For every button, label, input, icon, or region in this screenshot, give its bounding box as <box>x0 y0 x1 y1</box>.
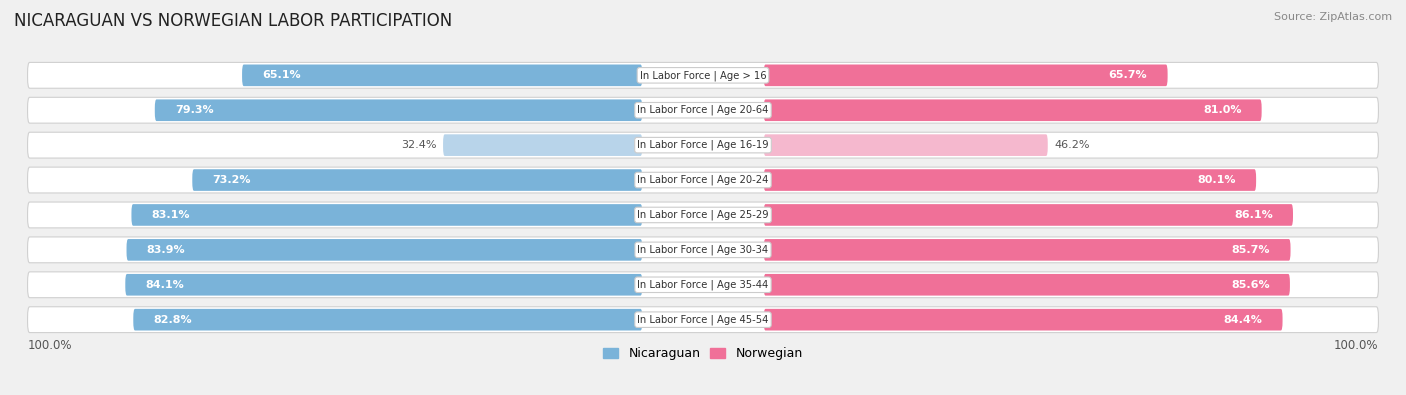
Text: 80.1%: 80.1% <box>1198 175 1236 185</box>
FancyBboxPatch shape <box>134 309 643 331</box>
Text: 85.6%: 85.6% <box>1232 280 1270 290</box>
FancyBboxPatch shape <box>28 237 1378 263</box>
FancyBboxPatch shape <box>242 64 643 86</box>
FancyBboxPatch shape <box>28 62 1378 88</box>
FancyBboxPatch shape <box>28 167 1378 193</box>
FancyBboxPatch shape <box>125 274 643 295</box>
Text: 83.1%: 83.1% <box>152 210 190 220</box>
Text: 79.3%: 79.3% <box>176 105 214 115</box>
FancyBboxPatch shape <box>28 202 1378 228</box>
Text: 100.0%: 100.0% <box>28 339 72 352</box>
Text: 73.2%: 73.2% <box>212 175 252 185</box>
FancyBboxPatch shape <box>763 274 1289 295</box>
Text: In Labor Force | Age 20-24: In Labor Force | Age 20-24 <box>637 175 769 185</box>
FancyBboxPatch shape <box>28 97 1378 123</box>
FancyBboxPatch shape <box>443 134 643 156</box>
Text: 65.1%: 65.1% <box>263 70 301 80</box>
Text: 100.0%: 100.0% <box>1334 339 1378 352</box>
Text: 81.0%: 81.0% <box>1204 105 1241 115</box>
FancyBboxPatch shape <box>763 309 1282 331</box>
Text: 65.7%: 65.7% <box>1109 70 1147 80</box>
FancyBboxPatch shape <box>155 100 643 121</box>
Text: 46.2%: 46.2% <box>1054 140 1090 150</box>
Text: In Labor Force | Age > 16: In Labor Force | Age > 16 <box>640 70 766 81</box>
FancyBboxPatch shape <box>763 169 1256 191</box>
FancyBboxPatch shape <box>131 204 643 226</box>
Text: 32.4%: 32.4% <box>401 140 436 150</box>
Text: In Labor Force | Age 45-54: In Labor Force | Age 45-54 <box>637 314 769 325</box>
FancyBboxPatch shape <box>763 64 1167 86</box>
FancyBboxPatch shape <box>28 307 1378 333</box>
FancyBboxPatch shape <box>28 132 1378 158</box>
Text: In Labor Force | Age 20-64: In Labor Force | Age 20-64 <box>637 105 769 115</box>
Text: In Labor Force | Age 30-34: In Labor Force | Age 30-34 <box>637 245 769 255</box>
FancyBboxPatch shape <box>127 239 643 261</box>
Text: 84.4%: 84.4% <box>1223 315 1263 325</box>
FancyBboxPatch shape <box>763 239 1291 261</box>
Legend: Nicaraguan, Norwegian: Nicaraguan, Norwegian <box>599 342 807 365</box>
Text: In Labor Force | Age 35-44: In Labor Force | Age 35-44 <box>637 280 769 290</box>
FancyBboxPatch shape <box>28 272 1378 298</box>
FancyBboxPatch shape <box>193 169 643 191</box>
Text: 83.9%: 83.9% <box>146 245 186 255</box>
Text: 84.1%: 84.1% <box>146 280 184 290</box>
Text: 86.1%: 86.1% <box>1234 210 1272 220</box>
FancyBboxPatch shape <box>763 100 1261 121</box>
Text: 82.8%: 82.8% <box>153 315 193 325</box>
Text: Source: ZipAtlas.com: Source: ZipAtlas.com <box>1274 12 1392 22</box>
FancyBboxPatch shape <box>763 134 1047 156</box>
FancyBboxPatch shape <box>763 204 1294 226</box>
Text: 85.7%: 85.7% <box>1232 245 1270 255</box>
Text: In Labor Force | Age 25-29: In Labor Force | Age 25-29 <box>637 210 769 220</box>
Text: In Labor Force | Age 16-19: In Labor Force | Age 16-19 <box>637 140 769 150</box>
Text: NICARAGUAN VS NORWEGIAN LABOR PARTICIPATION: NICARAGUAN VS NORWEGIAN LABOR PARTICIPAT… <box>14 12 453 30</box>
